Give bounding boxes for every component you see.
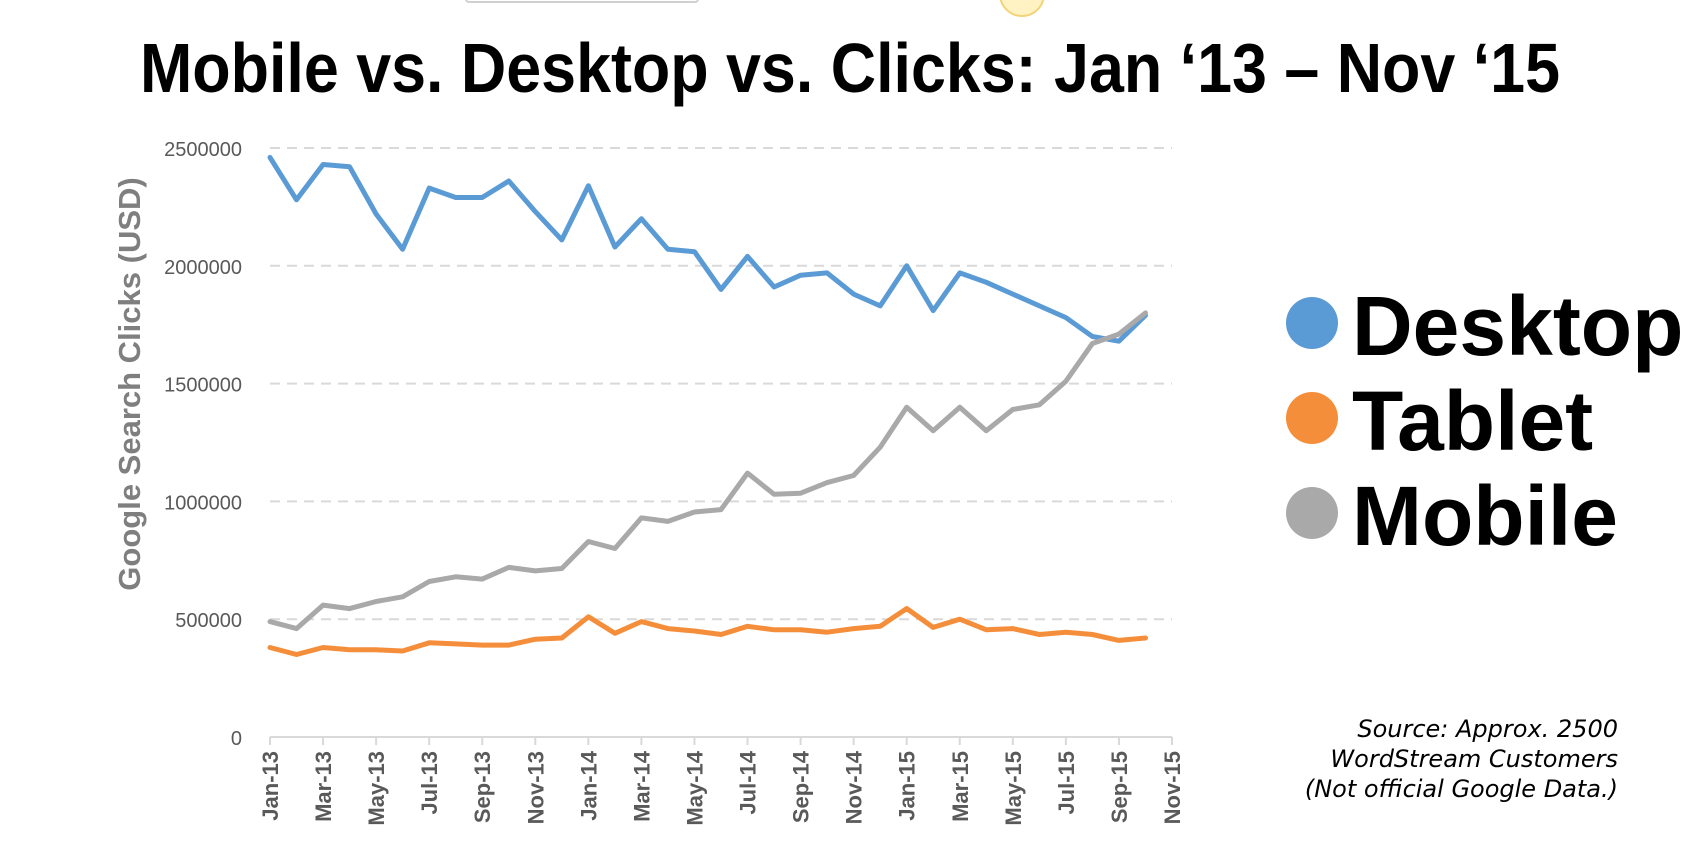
x-tick-label: Jul-15 bbox=[1054, 751, 1079, 815]
sun-icon bbox=[999, 0, 1045, 17]
x-tick-label: Sep-15 bbox=[1107, 751, 1132, 823]
x-tick-label: May-15 bbox=[1001, 751, 1026, 826]
y-tick-label: 1000000 bbox=[164, 492, 242, 514]
x-tick-label: May-14 bbox=[682, 750, 707, 825]
gridlines bbox=[270, 147, 1172, 621]
x-tick-label: Nov-13 bbox=[523, 751, 548, 824]
chart-title: Mobile vs. Desktop vs. Clicks: Jan ‘13 –… bbox=[140, 29, 1560, 107]
x-tick-label: Nov-15 bbox=[1160, 751, 1185, 824]
x-tick-label: Sep-14 bbox=[789, 750, 814, 823]
legend-label-mobile: Mobile bbox=[1352, 469, 1618, 563]
source-note-line: Source: Approx. 2500 bbox=[1357, 715, 1618, 743]
x-tick-label: May-13 bbox=[364, 751, 389, 826]
x-axis: Jan-13 Mar-13 May-13 Jul-13 Sep-13 Nov-13 Jan-… bbox=[258, 736, 1185, 826]
series-line-tablet bbox=[267, 606, 1148, 657]
x-tick-label: Mar-13 bbox=[311, 751, 336, 822]
x-tick-label: Sep-13 bbox=[470, 751, 495, 823]
y-tick-label: 500000 bbox=[175, 610, 242, 632]
x-tick-label: Mar-14 bbox=[629, 750, 654, 822]
y-tick-label: 2000000 bbox=[164, 257, 242, 279]
y-tick-label: 1500000 bbox=[164, 375, 242, 397]
series-line-desktop bbox=[267, 154, 1148, 344]
source-note-line: WordStream Customers bbox=[1330, 745, 1618, 773]
x-tick-label: Jan-14 bbox=[576, 750, 601, 820]
legend-label-desktop: Desktop bbox=[1352, 279, 1683, 373]
series-lines bbox=[267, 154, 1148, 657]
x-tick-label: Jan-15 bbox=[895, 751, 920, 821]
x-tick-label: Jul-13 bbox=[417, 751, 442, 815]
source-note-line: (Not official Google Data.) bbox=[1305, 775, 1618, 803]
series-line-mobile bbox=[267, 310, 1148, 632]
y-axis-label: Google Search Clicks (USD) bbox=[112, 177, 147, 590]
y-tick-label: 2500000 bbox=[164, 139, 242, 161]
legend-marker-desktop bbox=[1286, 297, 1338, 349]
x-tick-label: Jul-14 bbox=[736, 750, 761, 814]
y-tick-label: 0 bbox=[231, 728, 242, 750]
y-axis: 0 500000 1000000 1500000 2000000 2500000 bbox=[164, 139, 242, 750]
source-note: Source: Approx. 2500 WordStream Customer… bbox=[1305, 715, 1618, 803]
x-tick-label: Jan-13 bbox=[258, 751, 283, 821]
top-edge-artifact bbox=[465, 0, 699, 3]
x-tick-label: Nov-14 bbox=[842, 750, 867, 824]
legend-label-tablet: Tablet bbox=[1352, 374, 1593, 468]
x-tick-label: Mar-15 bbox=[948, 751, 973, 822]
legend-marker-mobile bbox=[1286, 487, 1338, 539]
legend-marker-tablet bbox=[1286, 392, 1338, 444]
